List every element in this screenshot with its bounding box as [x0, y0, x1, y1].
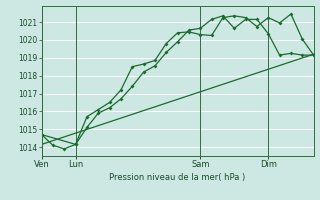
- X-axis label: Pression niveau de la mer( hPa ): Pression niveau de la mer( hPa ): [109, 173, 246, 182]
